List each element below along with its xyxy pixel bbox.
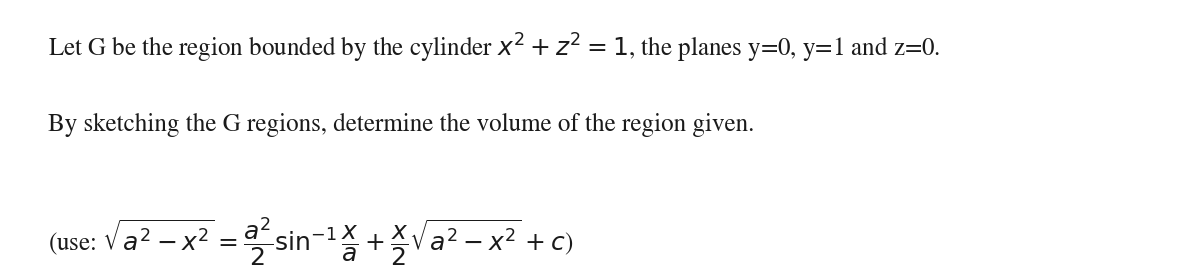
Text: (use: $\sqrt{a^2 - x^2} = \dfrac{a^2}{2}\sin^{-1}\dfrac{x}{a} + \dfrac{x}{2}\sqr: (use: $\sqrt{a^2 - x^2} = \dfrac{a^2}{2}… — [48, 216, 574, 269]
Text: Let G be the region bounded by the cylinder $x^2 + z^2 = 1$, the planes y=0, y=1: Let G be the region bounded by the cylin… — [48, 32, 941, 65]
Text: By sketching the G regions, determine the volume of the region given.: By sketching the G regions, determine th… — [48, 113, 755, 137]
